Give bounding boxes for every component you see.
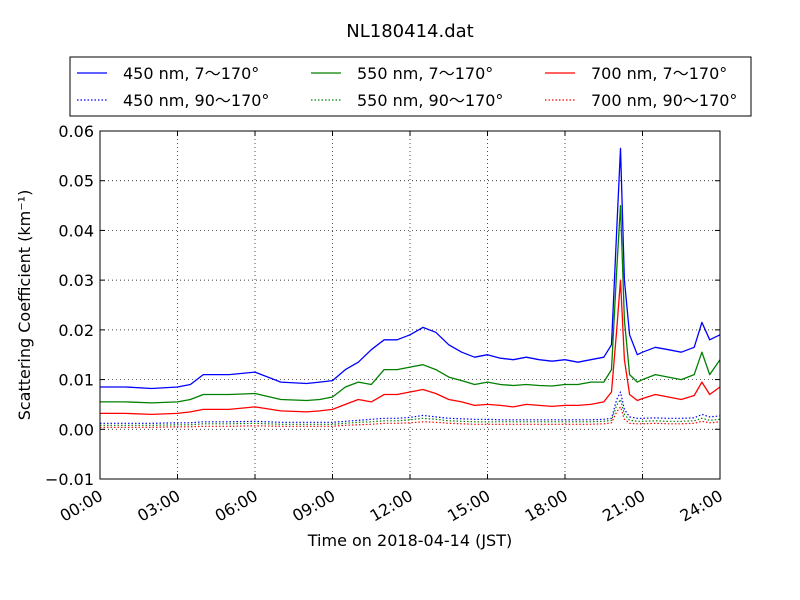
series-line-2 <box>100 279 720 416</box>
series-line-1 <box>100 204 720 404</box>
legend-label-0: 450 nm, 7～170° <box>123 64 259 83</box>
legend-label-3: 450 nm, 90～170° <box>123 91 269 110</box>
x-tick-label: 15:00 <box>444 486 493 526</box>
legend-label-5: 700 nm, 90～170° <box>591 91 737 110</box>
x-tick-label: 24:00 <box>677 486 726 526</box>
y-axis-label: Scattering Coefficient (km⁻¹) <box>15 190 34 421</box>
y-tick-label: −0.01 <box>45 470 94 489</box>
legend-label-2: 700 nm, 7～170° <box>591 64 727 83</box>
chart-title: NL180414.dat <box>346 21 473 42</box>
y-tick-label: 0.01 <box>58 371 94 390</box>
x-axis-label: Time on 2018-04-14 (JST) <box>307 531 512 550</box>
y-tick-label: 0.05 <box>58 172 94 191</box>
series-line-5 <box>100 406 720 428</box>
x-tick-label: 09:00 <box>289 486 338 526</box>
y-tick-label: 0.04 <box>58 221 94 240</box>
y-axis: −0.01 0.00 0.01 0.02 0.03 0.04 0.05 0.06 <box>45 122 720 489</box>
series-line-3 <box>100 391 720 424</box>
legend-box <box>69 56 752 117</box>
y-tick-label: 0.03 <box>58 271 94 290</box>
x-tick-label: 06:00 <box>212 486 261 526</box>
y-tick-label: 0.00 <box>58 420 94 439</box>
x-tick-label: 12:00 <box>367 486 416 526</box>
series-line-0 <box>100 147 720 390</box>
legend-label-4: 550 nm, 90～170° <box>357 91 503 110</box>
x-tick-label: 03:00 <box>134 486 183 526</box>
y-tick-label: 0.02 <box>58 321 94 340</box>
legend: 450 nm, 7～170° 550 nm, 7～170° 700 nm, 7～17… <box>69 56 752 117</box>
x-tick-label: 21:00 <box>599 486 648 526</box>
series-group <box>100 147 720 428</box>
x-tick-label: 00:00 <box>57 486 106 526</box>
y-tick-label: 0.06 <box>58 122 94 141</box>
legend-label-1: 550 nm, 7～170° <box>357 64 493 83</box>
x-tick-label: 18:00 <box>522 486 571 526</box>
series-line-4 <box>100 398 720 426</box>
